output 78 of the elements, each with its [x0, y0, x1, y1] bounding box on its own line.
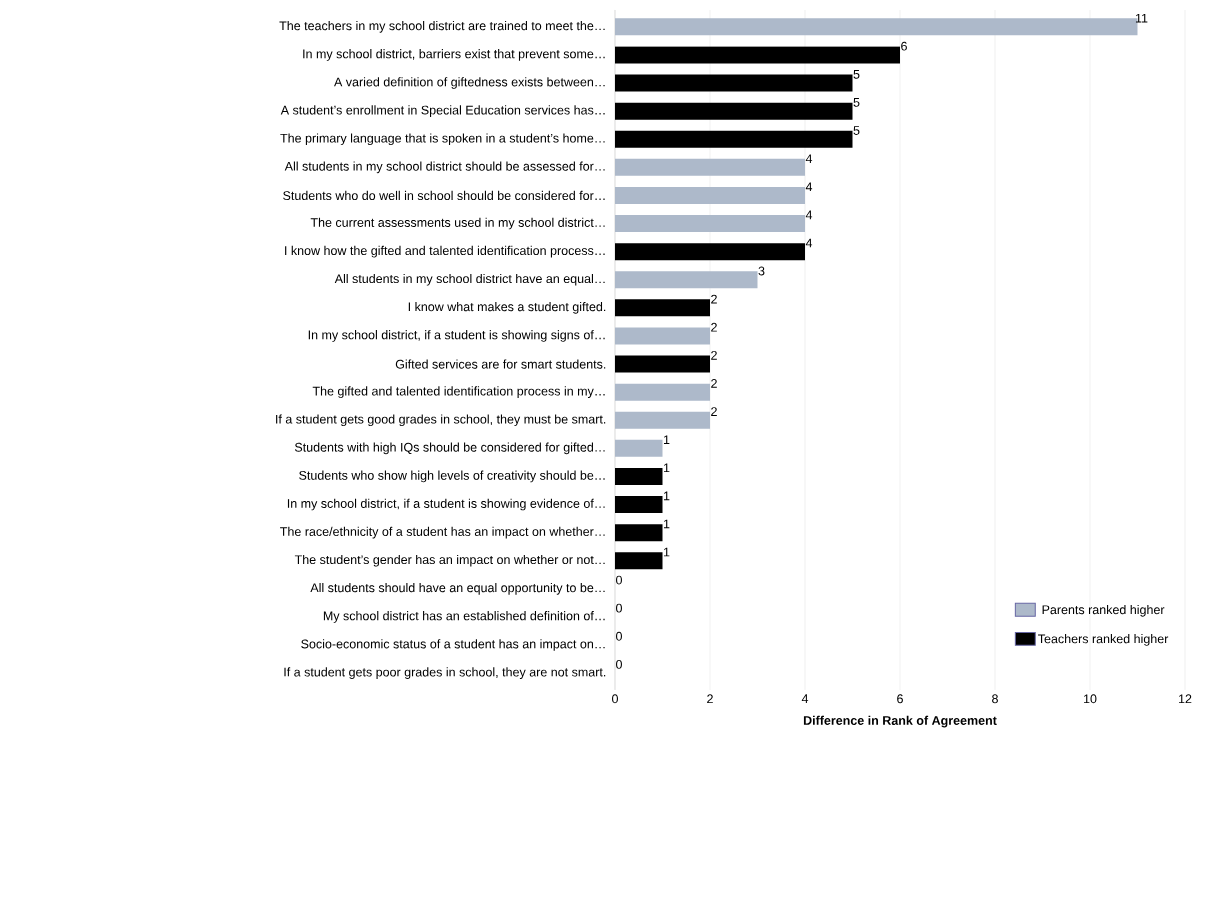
x-tick-label: 2	[707, 694, 713, 704]
bar	[615, 411, 710, 429]
y-tick-label: I know how the gifted and talented identification process…	[285, 245, 605, 258]
x-tick-label: 6	[897, 694, 903, 704]
x-tick-label: 12	[1179, 694, 1192, 704]
bar	[615, 439, 663, 457]
x-tick-label: 4	[801, 694, 809, 703]
data-label: 2	[711, 407, 717, 416]
bar	[615, 74, 853, 92]
data-label: 1	[663, 547, 670, 557]
bar	[615, 299, 710, 317]
data-label: 6	[901, 41, 907, 51]
data-label: 5	[853, 98, 860, 107]
bar	[615, 46, 900, 64]
y-tick-label: The gifted and talented identification process in my…	[312, 386, 605, 398]
x-tick-label: 10	[1084, 694, 1097, 704]
y-tick-label: If a student gets good grades in school, they must be smart.	[276, 414, 606, 427]
y-tick-label: In my school district, if a student is showing evidence of…	[287, 498, 605, 511]
data-label: 4	[805, 154, 813, 163]
data-label: 4	[805, 238, 813, 248]
x-tick-label: 8	[992, 694, 998, 704]
bar	[615, 130, 853, 148]
y-tick-label: Students with high IQs should be considered for gifted…	[294, 442, 605, 455]
bar	[615, 18, 1138, 36]
bar	[615, 327, 710, 345]
bar	[615, 355, 710, 373]
y-tick-label: The current assessments used in my school district…	[310, 217, 605, 230]
data-label: 2	[711, 322, 717, 332]
bar	[615, 102, 853, 120]
data-label: 1	[663, 463, 670, 473]
data-label: 2	[711, 379, 717, 388]
data-label: 1	[663, 491, 670, 501]
data-label: 1	[663, 519, 670, 529]
y-tick-label: The teachers in my school district are trained to meet the…	[279, 21, 605, 33]
y-tick-label: Gifted services are for smart students.	[395, 359, 606, 369]
y-tick-label: All students should have an equal opportunity to be…	[310, 583, 605, 595]
bar	[615, 467, 663, 485]
data-label: 0	[616, 603, 622, 613]
y-tick-label: The race/ethnicity of a student has an impact on whether…	[280, 526, 605, 539]
data-label: 2	[711, 294, 717, 304]
y-tick-label: Socio-economic status of a student has an impact on…	[301, 639, 605, 651]
data-label: 5	[853, 69, 860, 79]
data-label: 4	[805, 182, 813, 192]
data-label: 3	[758, 266, 765, 276]
x-axis-title: Difference in Rank of Agreement	[803, 715, 997, 728]
y-tick-label: All students in my school district have an equal…	[334, 273, 605, 286]
y-tick-label: Students who do well in school should be considered for…	[283, 190, 605, 201]
y-tick-label: A student’s enrollment in Special Education services has…	[280, 105, 605, 117]
data-label: 0	[616, 659, 622, 669]
data-label: 4	[805, 210, 813, 220]
data-label: 11	[1135, 13, 1148, 23]
data-label: 2	[711, 350, 717, 360]
bar	[615, 552, 663, 570]
bar	[615, 243, 805, 261]
data-label: 5	[853, 126, 860, 135]
y-tick-label: In my school district, barriers exist that prevent some…	[303, 49, 605, 61]
y-tick-label: My school district has an established definition of…	[323, 611, 605, 623]
y-tick-label: The primary language that is spoken in a student’s home…	[280, 133, 605, 146]
y-tick-label: Students who show high levels of creativity should be…	[299, 470, 605, 483]
y-tick-label: A varied definition of giftedness exists between…	[334, 77, 605, 89]
y-tick-label: In my school district, if a student is showing signs of…	[308, 330, 605, 342]
bar	[615, 215, 805, 233]
y-tick-label: If a student gets poor grades in school, they are not smart.	[284, 667, 606, 679]
data-label: 0	[616, 575, 622, 585]
bar	[615, 496, 663, 514]
data-label: 0	[616, 631, 622, 641]
y-tick-label: All students in my school district should be assessed for…	[284, 161, 605, 174]
bar	[615, 524, 663, 542]
data-label: 1	[663, 435, 670, 444]
legend-label: Parents ranked higher	[1042, 604, 1165, 617]
bar	[615, 158, 805, 176]
bar	[615, 186, 805, 204]
legend-label: Teachers ranked higher	[1038, 634, 1169, 646]
y-tick-label: I know what makes a student gifted.	[408, 302, 606, 314]
x-tick-label: 0	[612, 694, 618, 704]
bar	[615, 271, 758, 289]
bar	[615, 383, 710, 401]
y-tick-label: The student’s gender has an impact on whether or not…	[294, 554, 605, 567]
